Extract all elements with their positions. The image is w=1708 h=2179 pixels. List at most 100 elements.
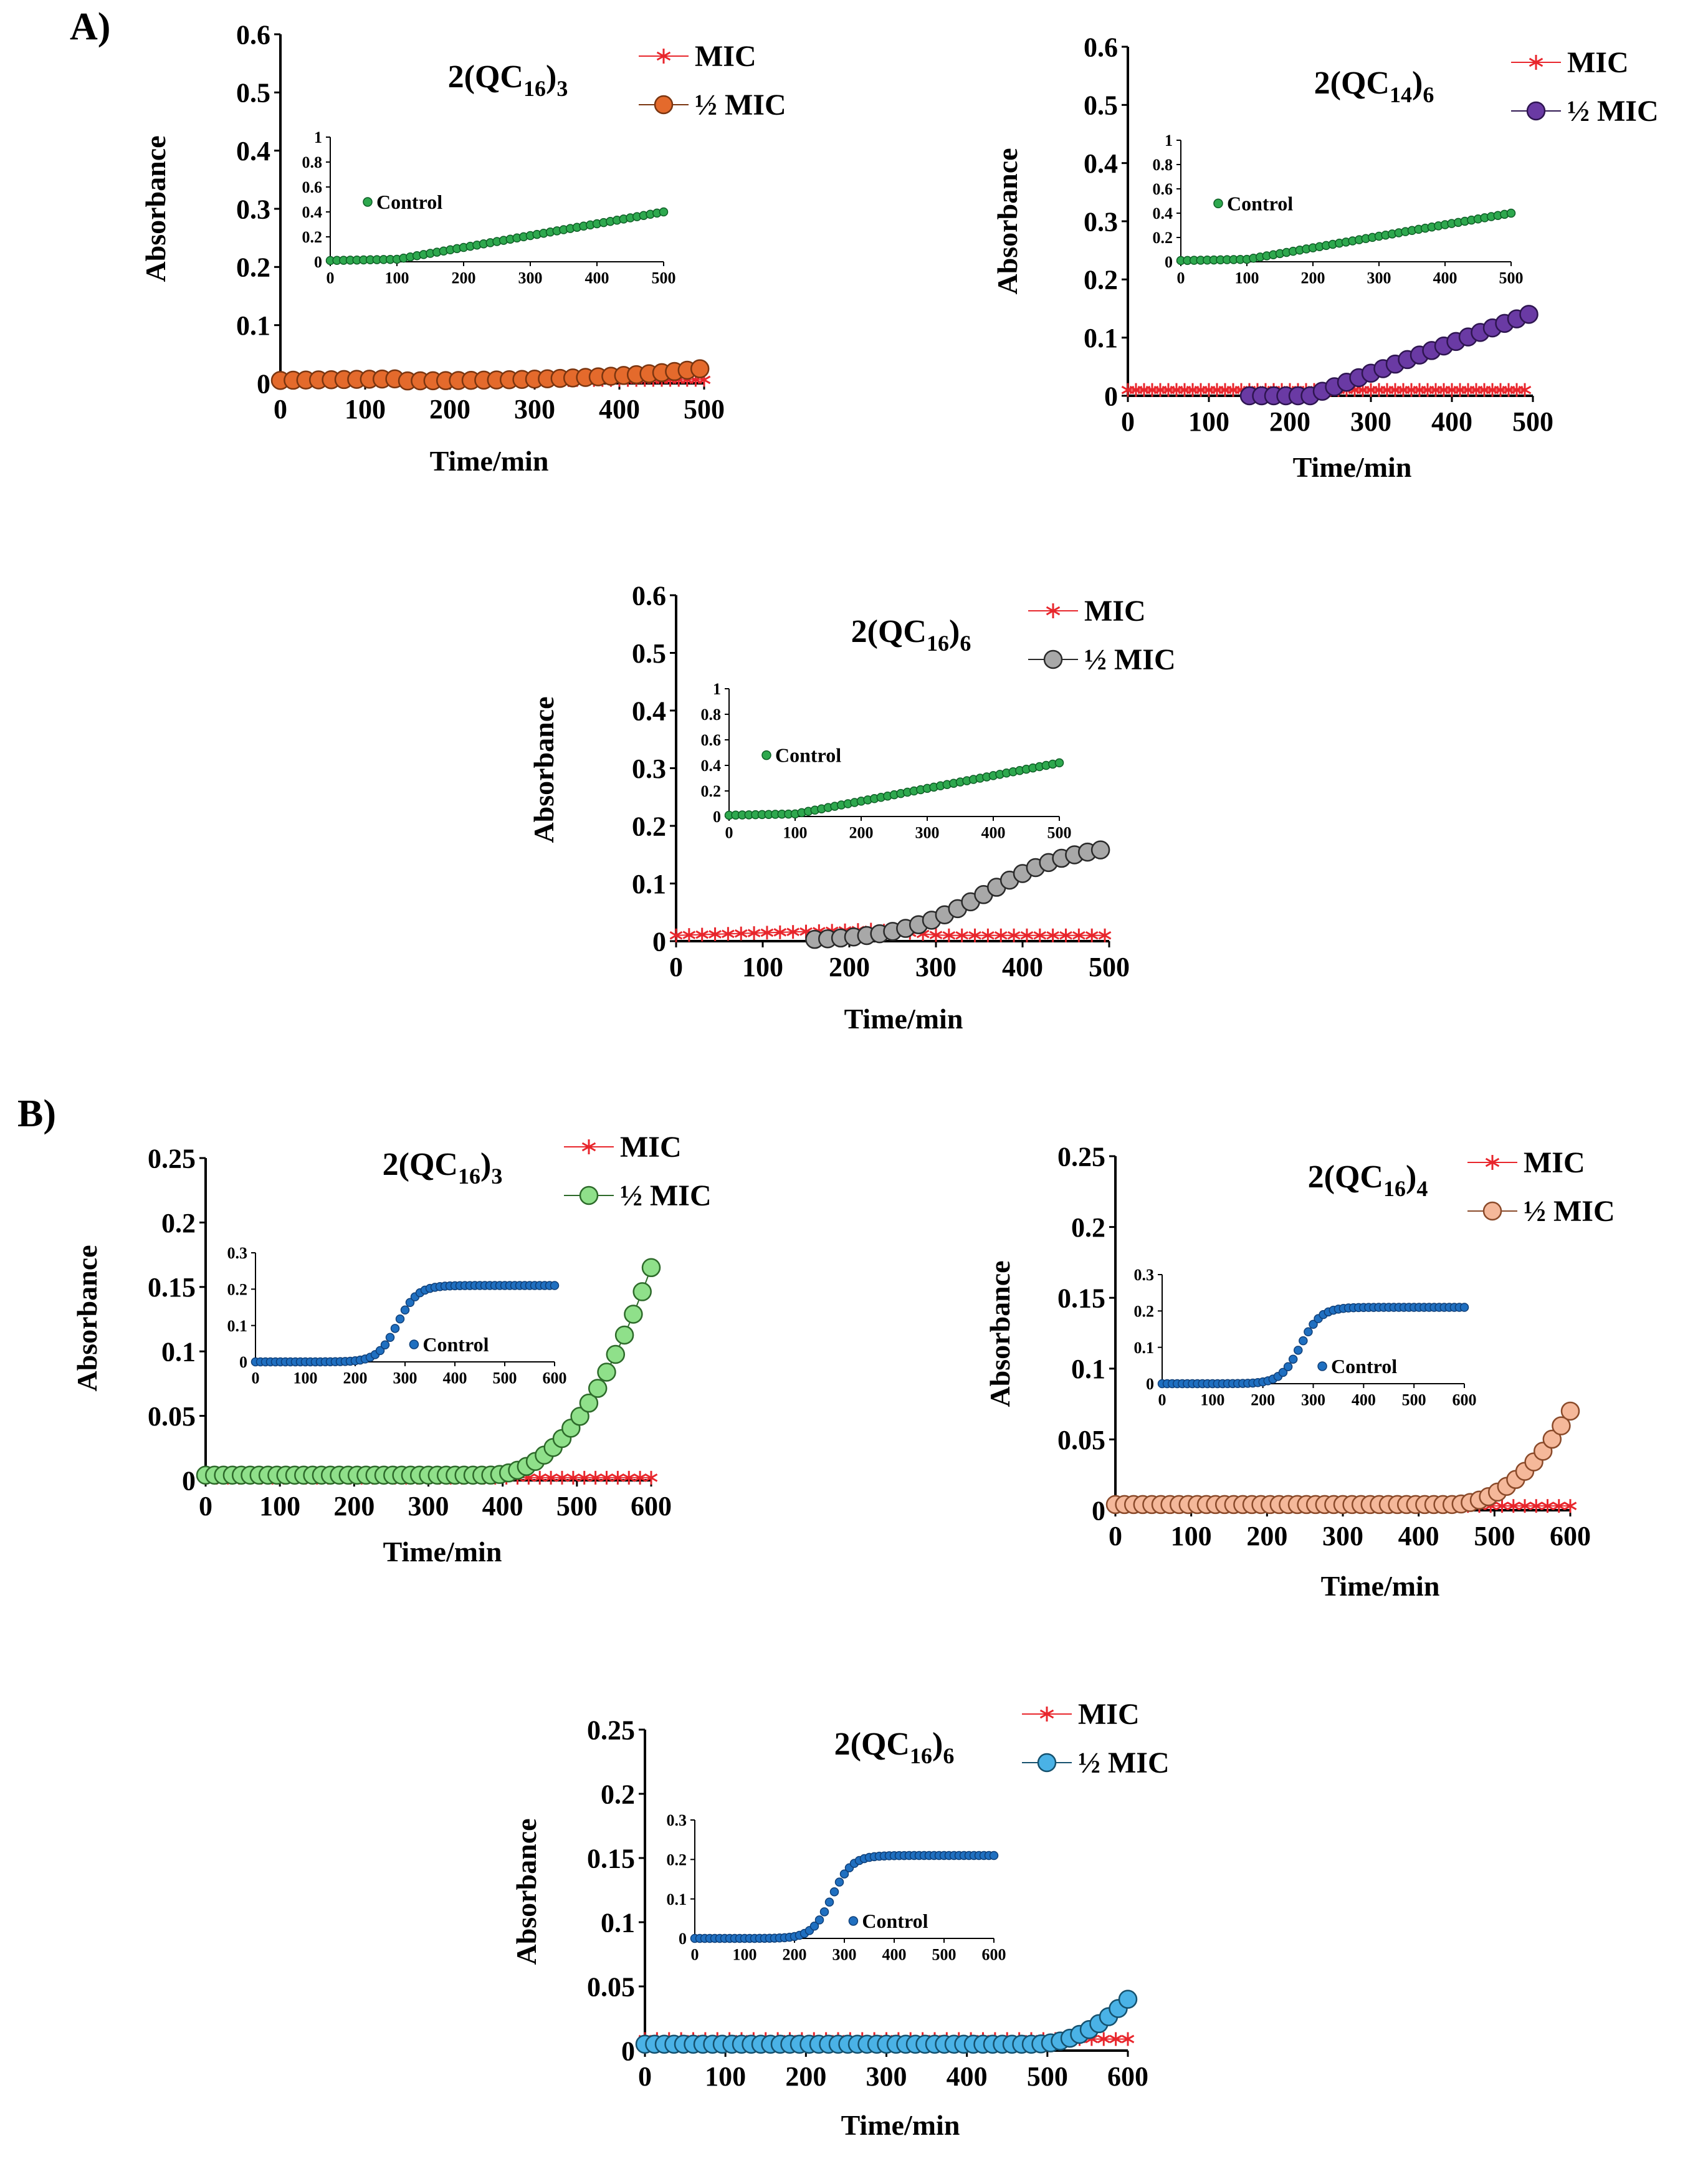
inset-data-point-control: [1304, 1327, 1313, 1337]
legend-marker-mic: [656, 49, 671, 64]
inset-a1-xtick-label: 400: [585, 269, 609, 287]
chart-a3-ytick-label: 0.2: [632, 811, 666, 841]
chart-b1-xtick-label: 200: [333, 1491, 375, 1521]
chart-a2-xtick-label: 300: [1350, 406, 1391, 437]
inset-legend-marker: [363, 197, 373, 207]
title-part: 2(QC: [834, 1726, 910, 1762]
inset-a3-ytick-label: 0.2: [701, 782, 722, 800]
inset-legend-label: Control: [862, 1910, 928, 1932]
inset-b2-xtick-label: 600: [1453, 1391, 1477, 1409]
data-point-mic: [1541, 1499, 1554, 1513]
chart-b3-xtick-label: 600: [1107, 2061, 1148, 2092]
inset-a1-ytick-label: 0.8: [302, 153, 323, 171]
chart-title: 2(QC16)6: [834, 1726, 955, 1768]
legend-label-mic: MIC: [1567, 46, 1629, 79]
inset-b2-ytick-label: 0.3: [1134, 1266, 1155, 1284]
data-point-half-mic: [690, 359, 710, 378]
chart-a1-ytick-label: 0: [257, 368, 270, 399]
data-point-mic: [1507, 1499, 1520, 1513]
chart-b2-ytick-label: 0.2: [1071, 1212, 1105, 1243]
chart-a2-xtick-label: 400: [1431, 406, 1472, 437]
data-point-mic: [1109, 2032, 1122, 2046]
inset-chart: 0 0.1 0.2 0.3 0 100 200 300 400 500 600 Control: [227, 1244, 567, 1387]
y-axis-label: Absorbance: [510, 1818, 542, 1965]
legend-marker-half-mic: [654, 95, 674, 115]
inset-data-point-control: [1459, 1303, 1469, 1312]
inset-a3-ytick-label: 0.6: [701, 731, 722, 749]
title-subscript: 3: [556, 76, 568, 101]
inset-data-point-control: [395, 1314, 405, 1324]
series-half-mic: [270, 359, 710, 391]
chart-b1-xtick-label: 100: [259, 1491, 300, 1521]
inset-a2-xtick-label: 100: [1235, 269, 1259, 287]
x-axis-label: Time/min: [383, 1536, 502, 1568]
y-axis-label: Absorbance: [71, 1245, 103, 1391]
data-point-mic: [1033, 928, 1047, 942]
inset-legend-label: Control: [422, 1333, 489, 1356]
title-part: 2(QC: [851, 614, 927, 649]
data-point-mic: [942, 928, 956, 942]
inset-data-point-control: [390, 1324, 400, 1333]
title-subscript: 3: [491, 1164, 502, 1189]
inset-legend-label: Control: [376, 191, 442, 213]
x-axis-label: Time/min: [1293, 451, 1412, 483]
inset-chart: 0 0.2 0.4 0.6 0.8 1 0 100 200 300 400 500 Control: [302, 128, 676, 287]
data-point-half-mic: [597, 1362, 616, 1382]
chart-b1-ytick-label: 0.2: [161, 1208, 196, 1238]
inset-data-point-control: [829, 1887, 839, 1897]
chart-b1-xtick-label: 0: [199, 1491, 212, 1521]
chart-a2-xtick-label: 200: [1269, 406, 1310, 437]
chart-a1-xtick-label: 400: [599, 394, 640, 424]
inset-data-point-control: [814, 1915, 824, 1925]
title-part: 2(QC: [1308, 1159, 1383, 1195]
inset-a3-ytick-label: 0: [713, 808, 721, 826]
inset-b3-xtick-label: 600: [982, 1945, 1006, 1963]
data-point-mic: [1529, 1499, 1543, 1513]
data-point-mic: [968, 928, 981, 942]
chart-b3-xtick-label: 300: [866, 2061, 907, 2092]
chart-a3-xtick-label: 300: [915, 952, 957, 982]
chart-b1-xtick-label: 600: [631, 1491, 672, 1521]
inset-data-point-control: [989, 1851, 999, 1861]
data-point-half-mic: [632, 1282, 652, 1301]
legend-label-half-mic: ½ MIC: [1078, 1746, 1170, 1779]
inset-data-point-control: [1299, 1336, 1308, 1346]
inset-a1-ytick-label: 1: [314, 128, 322, 146]
data-point-mic: [544, 1470, 558, 1485]
inset-b1-ytick-label: 0.3: [227, 1244, 248, 1262]
data-point-mic: [1097, 2032, 1110, 2046]
chart-b2: 00.050.10.150.20.250 100 200 300 400 500 6002(…: [984, 1141, 1615, 1602]
x-axis-label: Time/min: [841, 2109, 960, 2141]
panel-label-b: B): [17, 1093, 56, 1135]
inset-data-point-control: [1283, 1362, 1293, 1371]
inset-a1-ytick-label: 0.2: [302, 228, 323, 246]
chart-a3-xtick-label: 0: [669, 952, 683, 982]
inset-a3-ytick-label: 0.8: [701, 706, 722, 724]
y-axis-label: Absorbance: [528, 696, 560, 843]
inset-b3-xtick-label: 0: [691, 1945, 699, 1963]
inset-b1-ytick-label: 0: [239, 1353, 247, 1371]
chart-a2-xtick-label: 0: [1121, 406, 1135, 437]
inset-data-point-control: [385, 1333, 395, 1342]
inset-data-point-control: [380, 1340, 390, 1349]
inset-data-point-control: [809, 1922, 819, 1931]
inset-data-point-control: [550, 1281, 560, 1290]
data-point-mic: [644, 1470, 658, 1485]
legend-marker-mic: [1485, 1155, 1500, 1170]
inset-data-point-control: [405, 1298, 415, 1308]
data-point-mic: [1085, 928, 1099, 942]
inset-data-point-control: [1288, 1354, 1298, 1364]
legend-label-half-mic: ½ MIC: [1524, 1195, 1615, 1228]
inset-legend-label: Control: [775, 744, 841, 767]
title-part: ): [1412, 65, 1423, 101]
chart-a1-xtick-label: 300: [514, 394, 555, 424]
legend-marker-mic: [1529, 55, 1543, 70]
chart-b2-xtick-label: 600: [1550, 1521, 1591, 1551]
inset-b1-ytick-label: 0.2: [227, 1280, 248, 1298]
legend-label-mic: MIC: [620, 1131, 682, 1164]
legend-label-half-mic: ½ MIC: [620, 1179, 712, 1212]
title-part: ): [932, 1726, 943, 1762]
legend-label-mic: MIC: [1084, 595, 1146, 628]
title-subscript: 6: [960, 631, 971, 656]
